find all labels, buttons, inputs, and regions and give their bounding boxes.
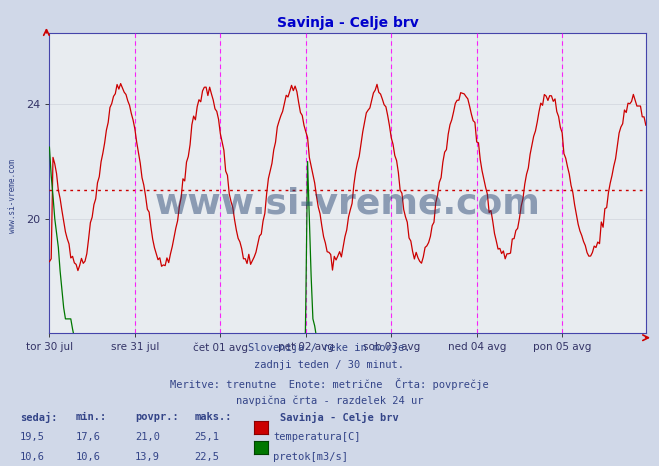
Text: 19,5: 19,5	[20, 432, 45, 442]
Text: navpična črta - razdelek 24 ur: navpična črta - razdelek 24 ur	[236, 396, 423, 406]
Text: 10,6: 10,6	[20, 452, 45, 461]
Text: min.:: min.:	[76, 412, 107, 422]
Text: 17,6: 17,6	[76, 432, 101, 442]
Text: Savinja - Celje brv: Savinja - Celje brv	[280, 412, 399, 424]
Text: 21,0: 21,0	[135, 432, 160, 442]
Text: maks.:: maks.:	[194, 412, 232, 422]
Text: Slovenija / reke in morje.: Slovenija / reke in morje.	[248, 343, 411, 352]
Text: 10,6: 10,6	[76, 452, 101, 461]
Text: 25,1: 25,1	[194, 432, 219, 442]
Text: temperatura[C]: temperatura[C]	[273, 432, 361, 442]
Text: 13,9: 13,9	[135, 452, 160, 461]
Text: Meritve: trenutne  Enote: metrične  Črta: povprečje: Meritve: trenutne Enote: metrične Črta: …	[170, 378, 489, 390]
Text: zadnji teden / 30 minut.: zadnji teden / 30 minut.	[254, 360, 405, 370]
Title: Savinja - Celje brv: Savinja - Celje brv	[277, 16, 418, 30]
Text: pretok[m3/s]: pretok[m3/s]	[273, 452, 349, 461]
Text: sedaj:: sedaj:	[20, 412, 57, 424]
Text: povpr.:: povpr.:	[135, 412, 179, 422]
Text: www.si-vreme.com: www.si-vreme.com	[155, 187, 540, 221]
Text: www.si-vreme.com: www.si-vreme.com	[8, 159, 17, 233]
Text: 22,5: 22,5	[194, 452, 219, 461]
